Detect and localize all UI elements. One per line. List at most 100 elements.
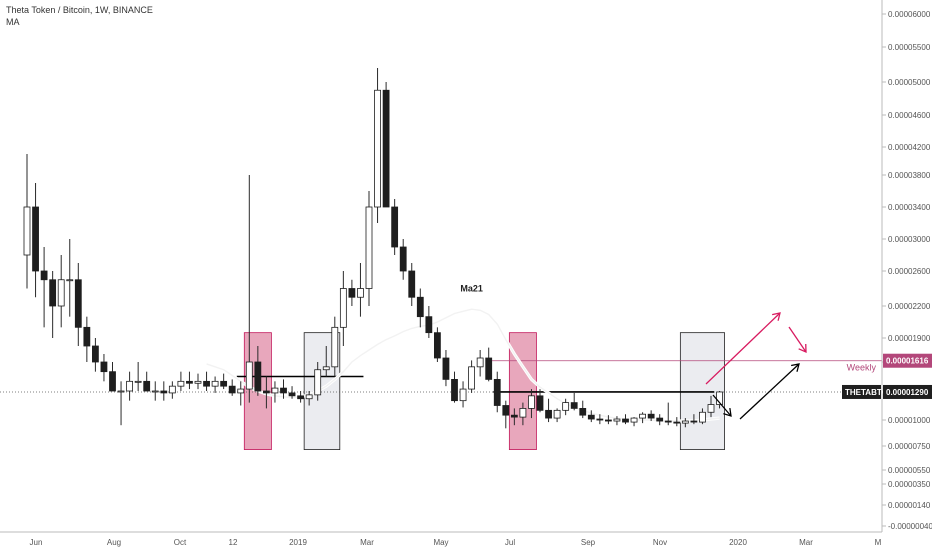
- candle-body-up: [468, 366, 476, 390]
- y-tick-label: 0.00003000: [888, 235, 931, 244]
- candle: [622, 414, 629, 425]
- candle-body-down: [664, 420, 672, 423]
- candle-body-up: [211, 380, 219, 387]
- candle: [66, 239, 74, 317]
- candle: [245, 175, 253, 403]
- candle-body-down: [109, 371, 116, 392]
- candle-body-down: [228, 385, 236, 394]
- candle: [519, 402, 527, 426]
- indicator-label: MA: [6, 17, 20, 27]
- x-tick-label: Sep: [581, 538, 596, 547]
- candle-body-up: [305, 394, 313, 400]
- candle: [23, 154, 31, 289]
- candle-body-down: [262, 390, 270, 394]
- x-tick-label: Jul: [505, 538, 515, 547]
- x-tick-label: 12: [229, 538, 238, 547]
- candle: [502, 400, 510, 429]
- candle: [468, 360, 476, 393]
- candle-body-up: [630, 417, 638, 423]
- projection-arrow-up-pink-shaft: [705, 312, 781, 385]
- chart-title: Theta Token / Bitcoin, 1W, BINANCE: [6, 5, 153, 15]
- candle-body-up: [528, 395, 535, 409]
- candle: [40, 247, 48, 328]
- candle: [32, 183, 39, 298]
- candle: [433, 327, 441, 362]
- candle: [690, 414, 698, 425]
- candle-body-down: [485, 357, 493, 380]
- candle-body-down: [493, 378, 501, 406]
- weekly-badge-bg: [883, 353, 932, 368]
- candle-body-down: [536, 395, 544, 411]
- candle: [194, 373, 202, 390]
- candle: [451, 371, 458, 403]
- candle: [476, 350, 484, 377]
- y-tick-label: 0.00006000: [888, 10, 931, 19]
- candle: [374, 68, 381, 223]
- candle: [168, 381, 176, 399]
- symbol-badge-bg: [842, 384, 881, 399]
- candle-body-up: [459, 388, 467, 402]
- candle-body-down: [408, 270, 416, 298]
- candle: [177, 371, 185, 391]
- candle: [220, 373, 228, 390]
- candle: [673, 417, 681, 427]
- y-tick-label: -0.00000040: [888, 522, 932, 531]
- candle-body-down: [254, 361, 262, 392]
- chart-header: Theta Token / Bitcoin, 1W, BINANCE MA: [6, 4, 153, 28]
- candle-body-down: [416, 296, 424, 318]
- candle: [553, 408, 561, 423]
- candle: [579, 400, 587, 419]
- projection-arrow-up-black: [739, 363, 800, 420]
- candle: [339, 271, 347, 346]
- candle-body-down: [32, 206, 39, 272]
- candle-body-down: [297, 395, 305, 400]
- candle: [562, 398, 570, 416]
- y-tick-label: 0.00001000: [888, 416, 931, 425]
- candle: [416, 288, 424, 328]
- candle-body-up: [639, 413, 646, 419]
- candle-body-up: [134, 380, 142, 383]
- y-tick-label: 0.00000140: [888, 501, 931, 510]
- y-tick-label: 0.00002600: [888, 267, 931, 276]
- candle-body-down: [510, 414, 518, 418]
- candle: [596, 414, 604, 425]
- candle: [322, 346, 330, 377]
- x-tick-label: M: [875, 538, 882, 547]
- candle-body-up: [553, 409, 561, 419]
- candle: [570, 392, 578, 411]
- candle-body-down: [92, 345, 99, 363]
- projection-arrow-down-black-shaft: [712, 394, 732, 417]
- candle-body-down: [399, 246, 407, 272]
- candle-body-up: [707, 404, 715, 413]
- candle: [399, 239, 407, 280]
- candle: [664, 402, 672, 426]
- projection-arrow-up-pink-head: [772, 312, 781, 321]
- weekly-price-badge: 0.00001616: [883, 353, 932, 368]
- symbol-badge-text: THETABTC: [845, 388, 888, 397]
- candle-body-down: [49, 279, 57, 307]
- candle: [271, 381, 279, 403]
- candle-body-down: [280, 387, 287, 394]
- candle-body-down: [425, 316, 433, 334]
- candle-body-up: [681, 420, 689, 424]
- candle-body-up: [66, 279, 74, 282]
- candle-body-up: [365, 206, 373, 289]
- candle-body-up: [271, 387, 279, 394]
- y-tick-label: 0.00005000: [888, 78, 931, 87]
- candle-body-down: [587, 414, 595, 420]
- candle: [186, 371, 193, 390]
- candle: [536, 389, 544, 413]
- candle-body-up: [699, 411, 706, 423]
- price-badge-text: 0.00001290: [886, 388, 929, 397]
- candle-body-down: [203, 380, 210, 387]
- candle-body-up: [519, 407, 527, 418]
- candle-body-down: [83, 326, 91, 347]
- candle-body-up: [126, 380, 133, 392]
- candle-body-up: [357, 288, 364, 298]
- x-tick-label: Nov: [653, 538, 667, 547]
- projection-arrow-down-black-head: [723, 407, 732, 417]
- x-tick-label: 2019: [289, 538, 307, 547]
- candle: [92, 338, 99, 372]
- candle-body-down: [605, 419, 612, 422]
